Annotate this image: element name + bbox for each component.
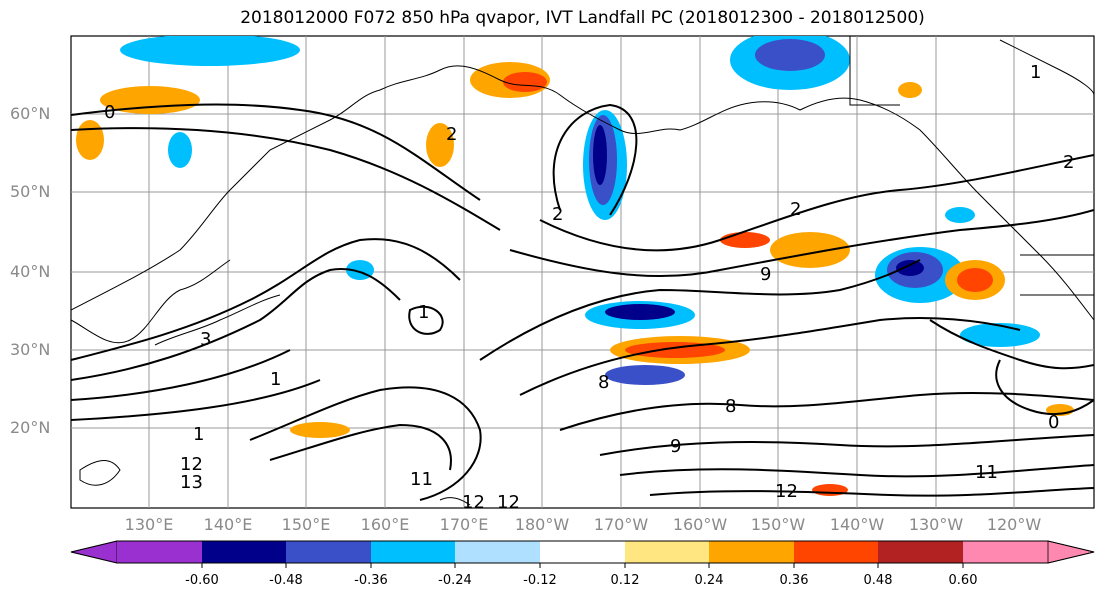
contour-label: 9 bbox=[760, 264, 771, 285]
lon-label: 160°W bbox=[672, 515, 728, 534]
anomaly-patch bbox=[720, 232, 770, 248]
anomaly-patch bbox=[605, 304, 675, 320]
lat-label: 40°N bbox=[10, 262, 51, 281]
anomaly-patch bbox=[898, 82, 922, 98]
contour-label: 9 bbox=[670, 436, 681, 457]
colorbar-bin bbox=[455, 541, 540, 563]
anomaly-patch bbox=[957, 268, 993, 292]
colorbar bbox=[70, 540, 1095, 568]
colorbar-extend-left bbox=[70, 540, 118, 564]
contour-label: 2 bbox=[552, 204, 563, 225]
colorbar-bin bbox=[709, 541, 794, 563]
contour-label: 1 bbox=[270, 369, 281, 390]
colorbar-bin bbox=[117, 541, 202, 563]
colorbar-tick-label: 0.12 bbox=[610, 573, 640, 588]
lat-label: 30°N bbox=[10, 340, 51, 359]
contour-label: 12 bbox=[180, 454, 203, 475]
contour-label-group: 0 2 1 1 3 1 2 1 12 11 12 13 12 2 9 8 8 9… bbox=[104, 62, 1074, 513]
colorbar-tick-label: -0.36 bbox=[354, 573, 388, 588]
colorbar-tick-label: 0.36 bbox=[779, 573, 809, 588]
coastlines bbox=[71, 36, 1094, 506]
colorbar-bin bbox=[202, 541, 286, 563]
anomaly-patch bbox=[605, 365, 685, 385]
colorbar-tick-label: -0.48 bbox=[269, 573, 303, 588]
anomaly-patch bbox=[755, 39, 825, 71]
colorbar-tick-label: 0.60 bbox=[948, 573, 978, 588]
contour-label: 11 bbox=[975, 462, 998, 483]
anomaly-patch bbox=[120, 36, 300, 66]
lon-label: 180°W bbox=[514, 515, 570, 534]
lon-label: 160°E bbox=[360, 515, 410, 534]
contour-label: 2 bbox=[790, 199, 801, 220]
contour-label: 1 bbox=[418, 302, 429, 323]
contour-label: 11 bbox=[410, 469, 433, 490]
colorbar-tick-label: 0.24 bbox=[694, 573, 724, 588]
colorbar-tick-label: 0.48 bbox=[863, 573, 893, 588]
colorbar-tick-label: -0.60 bbox=[185, 573, 219, 588]
contour-label: 3 bbox=[200, 329, 211, 350]
contour-label: 12 bbox=[462, 492, 485, 513]
lon-label: 130°E bbox=[124, 515, 174, 534]
contour-label: 13 bbox=[180, 472, 203, 493]
colorbar-tick-label: -0.12 bbox=[523, 573, 557, 588]
contour-label: 2 bbox=[1063, 152, 1074, 173]
colorbar-bin bbox=[371, 541, 455, 563]
contour-label: 12 bbox=[497, 492, 520, 513]
map-title: 2018012000 F072 850 hPa qvapor, IVT Land… bbox=[240, 8, 925, 28]
colorbar-bin bbox=[540, 541, 625, 563]
contour-label: 2 bbox=[446, 124, 457, 145]
anomaly-patch bbox=[290, 422, 350, 438]
contour-label: 0 bbox=[1048, 412, 1059, 433]
lon-label: 170°E bbox=[439, 515, 489, 534]
lon-label: 150°W bbox=[750, 515, 806, 534]
anomaly-patch bbox=[896, 260, 924, 276]
colorbar-bin bbox=[794, 541, 878, 563]
lon-label: 130°W bbox=[908, 515, 964, 534]
lon-label: 140°E bbox=[203, 515, 253, 534]
colorbar-bin bbox=[625, 541, 709, 563]
anomaly-patch bbox=[100, 86, 200, 114]
lat-label: 20°N bbox=[10, 418, 51, 437]
lat-label: 50°N bbox=[10, 182, 51, 201]
anomaly-patch bbox=[770, 232, 850, 268]
contour-label: 1 bbox=[193, 424, 204, 445]
colorbar-outline bbox=[70, 540, 1095, 564]
lon-label: 170°W bbox=[593, 515, 649, 534]
anomaly-patch bbox=[168, 132, 192, 168]
lon-label: 150°E bbox=[281, 515, 331, 534]
contour-label: 1 bbox=[1030, 62, 1041, 83]
colorbar-bin bbox=[286, 541, 371, 563]
anomaly-patch bbox=[76, 120, 104, 160]
colorbar-extend-right bbox=[1047, 540, 1095, 564]
lon-label: 120°W bbox=[986, 515, 1042, 534]
lat-label: 60°N bbox=[10, 104, 51, 123]
contour-label: 8 bbox=[725, 396, 736, 417]
contour-label: 12 bbox=[775, 481, 798, 502]
gridlines bbox=[71, 36, 1094, 508]
colorbar-bin bbox=[963, 541, 1048, 563]
anomaly-patch bbox=[945, 207, 975, 223]
colorbar-tick-label: -0.24 bbox=[438, 573, 472, 588]
lon-label: 140°W bbox=[829, 515, 885, 534]
anomaly-patch bbox=[426, 123, 454, 167]
anomaly-patch bbox=[593, 125, 607, 185]
contour-label: 8 bbox=[598, 372, 609, 393]
colorbar-bin bbox=[878, 541, 963, 563]
anomaly-patch bbox=[503, 72, 547, 92]
contour-label: 0 bbox=[104, 102, 115, 123]
ivt-contours bbox=[71, 103, 1094, 501]
